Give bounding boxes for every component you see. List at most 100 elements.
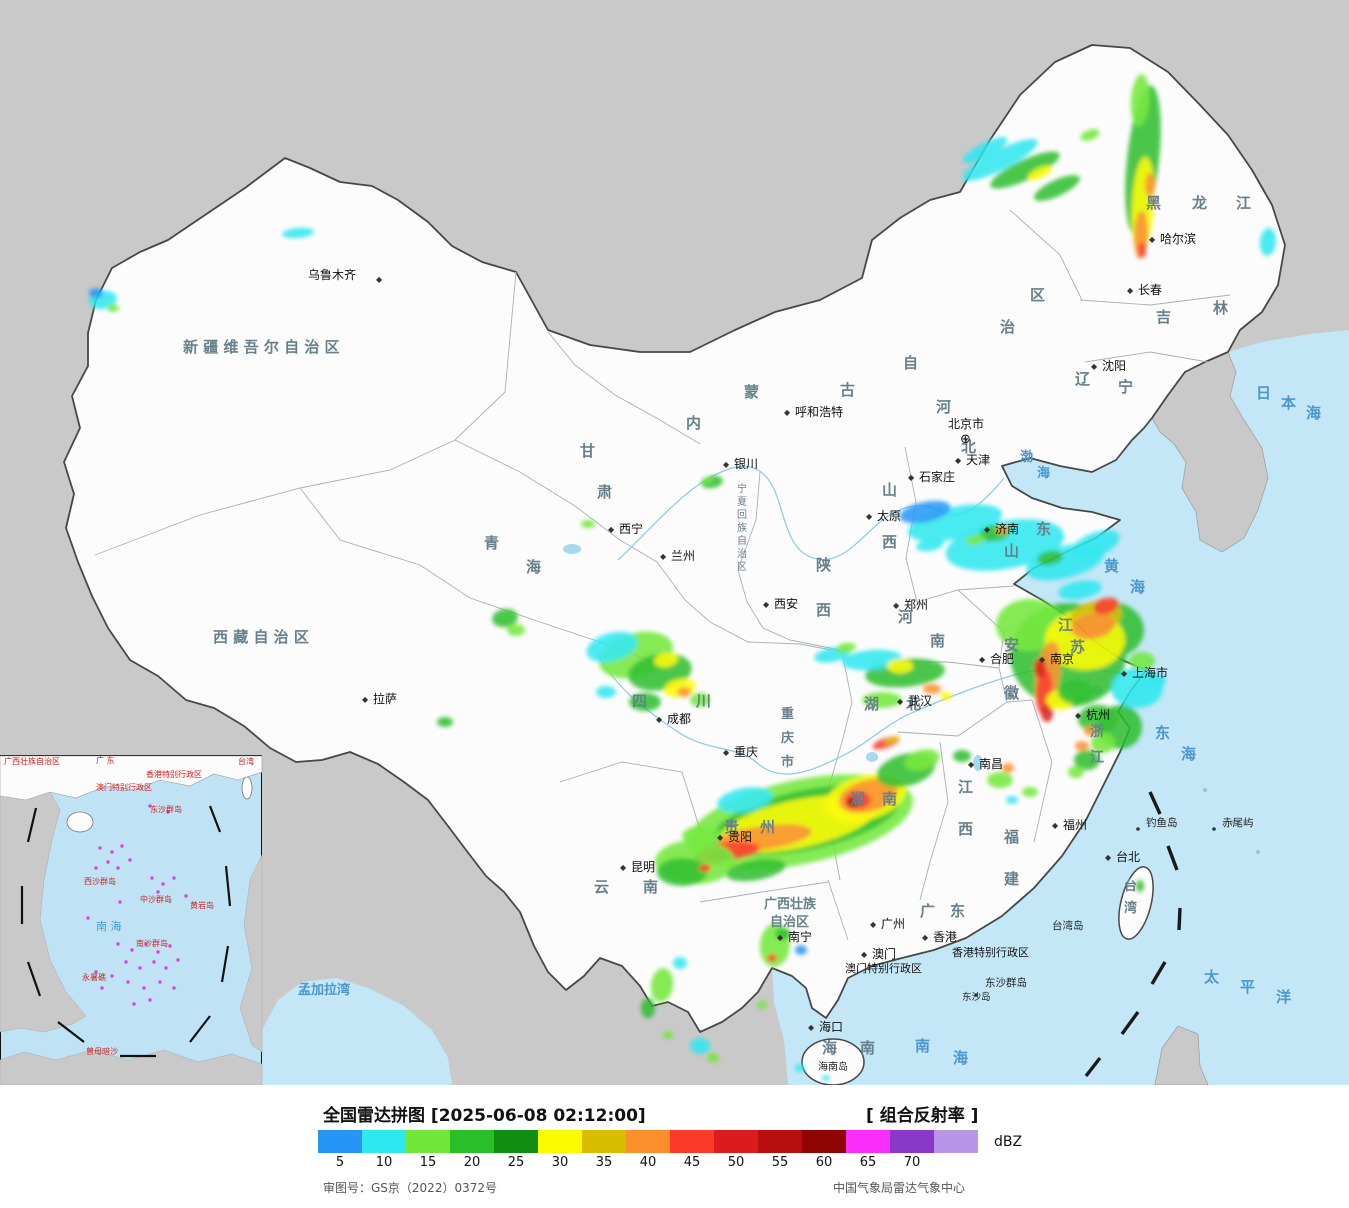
- color-scale: [318, 1130, 978, 1153]
- reef-mark: [176, 958, 180, 962]
- province-label: 州: [759, 818, 775, 836]
- reef-mark: [172, 876, 176, 880]
- province-label: 自治区: [770, 914, 809, 930]
- poyang-lake: [973, 755, 983, 771]
- province-label: 肃: [597, 483, 612, 501]
- city-marker-icon: ◆: [723, 460, 730, 469]
- city-marker-icon: ◆: [717, 833, 724, 842]
- reef-mark: [110, 850, 114, 854]
- city-marker-icon: ◆: [1105, 853, 1112, 862]
- special-label: 治: [737, 547, 747, 560]
- province-label: 广: [920, 902, 935, 920]
- scale-swatch: [450, 1130, 494, 1153]
- city-marker-icon: ◆: [723, 748, 730, 757]
- scale-value: 15: [419, 1155, 437, 1170]
- province-label: 吉: [1156, 308, 1171, 326]
- radar-echo: [641, 998, 655, 1018]
- reef-mark: [110, 974, 114, 978]
- city-marker-icon: ◆: [660, 552, 667, 561]
- radar-echo: [1091, 733, 1115, 753]
- map-title: 全国雷达拼图 [2025-06-08 02:12:00]: [323, 1106, 646, 1126]
- reef-mark: [124, 960, 128, 964]
- radar-echo-layer: [89, 74, 1277, 1081]
- radar-echo: [89, 288, 103, 298]
- radar-echo: [846, 798, 858, 808]
- radar-echo: [1034, 175, 1080, 201]
- province-label: 新 疆 维 吾 尔 自 治 区: [183, 338, 340, 356]
- radar-echo: [1080, 129, 1100, 141]
- special-label: 回: [737, 509, 747, 521]
- city-marker-icon: ◆: [777, 933, 784, 942]
- scale-swatch: [758, 1130, 802, 1153]
- city-label: 乌鲁木齐: [308, 267, 356, 282]
- reef-mark: [128, 858, 132, 862]
- inset-taiwan: [241, 776, 253, 800]
- diaoyu-island-dot: [1136, 827, 1140, 831]
- radar-echo: [884, 736, 900, 744]
- radar-echo: [650, 968, 674, 1002]
- radar-echo: [953, 750, 971, 762]
- scale-value: 30: [551, 1155, 569, 1170]
- radar-echo: [107, 304, 119, 312]
- boundary-dashes: [1084, 791, 1182, 1078]
- city-label: 呼和浩特: [795, 404, 843, 419]
- scale-swatch: [934, 1130, 978, 1153]
- province-label: 北: [961, 438, 976, 456]
- scale-swatch: [714, 1130, 758, 1153]
- province-label: 黑: [1146, 194, 1161, 212]
- province-label: 湾: [1124, 900, 1137, 916]
- radar-echo: [507, 624, 525, 636]
- radar-echo: [1078, 705, 1118, 733]
- island-label: 台湾岛: [1052, 919, 1084, 932]
- inset-label: 南 海: [96, 919, 122, 933]
- sea-label: 黄: [1104, 557, 1119, 575]
- reef-mark: [94, 866, 98, 870]
- radar-echo: [842, 649, 902, 671]
- province-label: 四: [632, 692, 647, 710]
- province-label: 安: [1004, 636, 1019, 654]
- reef-mark: [142, 986, 146, 990]
- province-label: 西: [958, 820, 973, 838]
- province-label: 山: [882, 481, 897, 499]
- radar-echo: [1041, 704, 1053, 722]
- legend-panel: 全国雷达拼图 [2025-06-08 02:12:00] [ 组合反射率 ] d…: [0, 1085, 1349, 1208]
- province-label: 苏: [1070, 638, 1085, 656]
- radar-echo: [962, 138, 1038, 182]
- province-label: 山: [1004, 542, 1019, 560]
- radar-echo: [673, 957, 687, 969]
- province-label: 龙: [1191, 194, 1207, 212]
- city-labels-layer: 乌鲁木齐 ◆哈尔滨◆长春◆沈阳◆天津◆石家庄◆太原◆呼和浩特◆银川◆西宁◆兰州◆西…: [308, 231, 1196, 1034]
- province-label: 广西壮族: [764, 896, 817, 912]
- province-label: 江: [1236, 194, 1251, 212]
- scale-value: 35: [595, 1155, 613, 1170]
- scale-value: 40: [639, 1155, 657, 1170]
- sea-label: 东: [1155, 724, 1170, 742]
- radar-echo: [1093, 597, 1119, 615]
- reef-mark: [184, 894, 188, 898]
- city-marker-icon: ◆: [808, 1023, 815, 1032]
- special-label: 北京市: [948, 416, 984, 431]
- city-label: 拉萨: [373, 691, 397, 706]
- province-label: 江: [1058, 616, 1073, 634]
- city-marker-icon: ◆: [1121, 669, 1128, 678]
- reef-mark: [116, 942, 120, 946]
- city-label: 杭州: [1086, 707, 1110, 722]
- city-marker-icon: ◆: [955, 456, 962, 465]
- sea-label: 渤: [1020, 449, 1033, 465]
- island-label: 海南岛: [818, 1060, 848, 1073]
- radar-echo: [707, 1053, 719, 1063]
- reef-mark: [116, 866, 120, 870]
- scale-swatch: [846, 1130, 890, 1153]
- reef-mark: [138, 966, 142, 970]
- radar-echo: [1145, 173, 1155, 197]
- city-label: 澳门: [872, 946, 896, 961]
- inset-indochina: [0, 791, 87, 1033]
- city-marker-icon: ◆: [1039, 655, 1046, 664]
- city-marker-icon: ◆: [984, 525, 991, 534]
- city-label: 长春: [1138, 283, 1162, 297]
- province-borders: [94, 209, 1231, 941]
- province-label: 河: [936, 398, 951, 416]
- radar-echo: [1146, 674, 1166, 688]
- city-marker-icon: ◆: [362, 695, 369, 704]
- dongting-lake: [866, 752, 878, 762]
